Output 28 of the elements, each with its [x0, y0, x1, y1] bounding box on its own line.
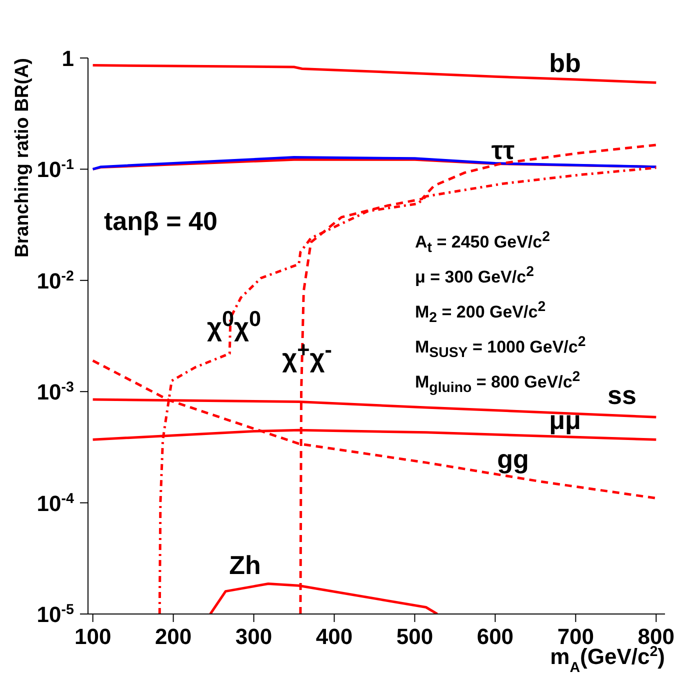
- annotation: M$_{gluino}$ = 800 GeV/c$^{2}$: [415, 369, 580, 396]
- annotation: bb: [549, 48, 581, 78]
- annotation: χ$^{+}$χ$^{-}$: [282, 337, 332, 373]
- y-tick-label: 1: [62, 46, 74, 71]
- y-tick-label: 10$^{-1}$: [36, 157, 74, 182]
- y-axis-title: Branching ratio BR(A): [12, 58, 33, 258]
- annotation: ττ: [491, 135, 515, 165]
- y-tick-label: 10$^{-2}$: [36, 268, 74, 294]
- annotation: μμ: [549, 405, 581, 435]
- y-tick-label: 10$^{-4}$: [36, 490, 74, 516]
- y-tick-label: 10$^{-3}$: [36, 380, 74, 405]
- x-tick-label: 100: [74, 624, 112, 649]
- x-tick-label: 500: [396, 624, 434, 649]
- x-tick-label: 700: [557, 624, 594, 649]
- x-tick-label: 400: [316, 624, 353, 649]
- annotation: gg: [497, 444, 529, 474]
- annotation: tanβ = 40: [104, 206, 218, 236]
- annotation: M$_{SUSY}$ = 1000 GeV/c$^{2}$: [415, 334, 586, 362]
- annotation: A$_{t}$ = 2450 GeV/c$^{2}$: [415, 229, 550, 256]
- x-tick-label: 600: [476, 624, 514, 649]
- annotation: Zh: [229, 550, 261, 580]
- annotation: χ$^{0}$χ$^{0}$: [206, 306, 262, 342]
- annotation: ss: [608, 380, 636, 410]
- x-tick-label: 200: [154, 624, 192, 649]
- annotation: M$_{2}$ = 200 GeV/c$^{2}$: [415, 299, 546, 326]
- annotation: μ = 300 GeV/c$^{2}$: [415, 264, 534, 287]
- y-tick-label: 10$^{-5}$: [36, 602, 74, 627]
- x-tick-label: 300: [235, 624, 272, 649]
